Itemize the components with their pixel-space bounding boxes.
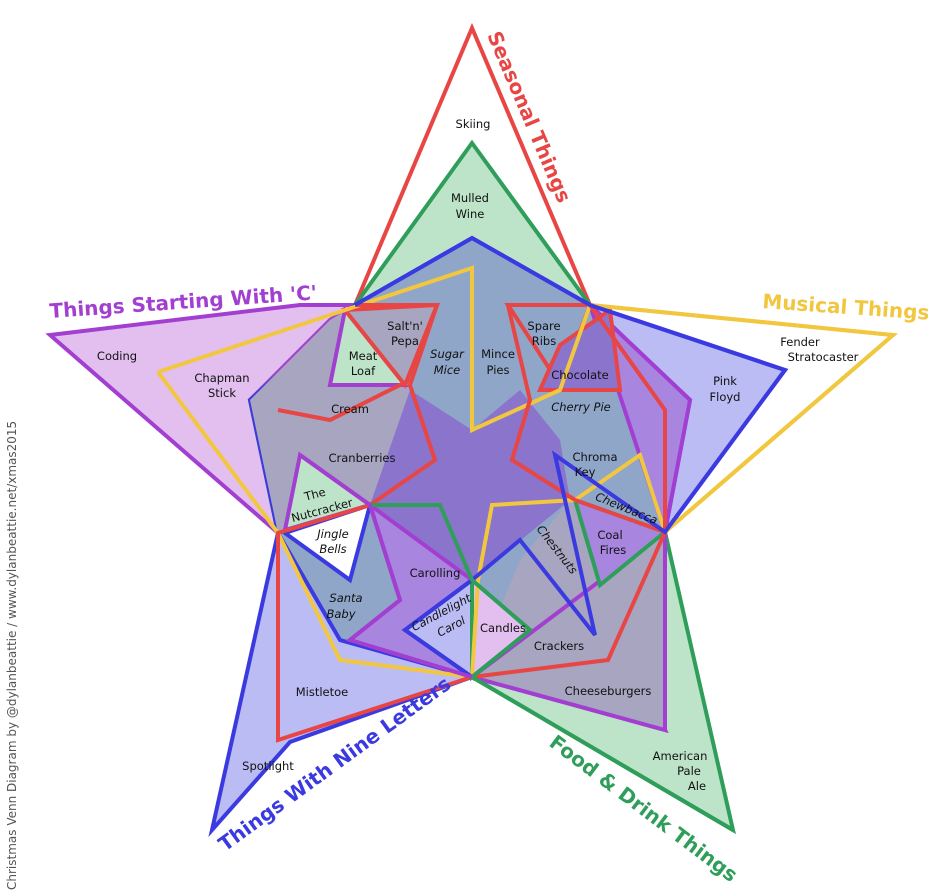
label-chromakey-2: Key	[575, 465, 596, 479]
label-sugarmice-2: Mice	[434, 363, 461, 377]
label-jinglebells-1: Jingle	[315, 527, 348, 541]
label-meatloaf-2: Loaf	[351, 364, 376, 378]
label-pinkfloyd-2: Floyd	[710, 390, 741, 404]
food-line-inner	[370, 503, 735, 832]
label-carolling: Carolling	[410, 566, 461, 580]
label-ale-1: American	[653, 749, 708, 763]
musical-line-top	[157, 265, 898, 534]
chocolate-region	[536, 306, 623, 392]
label-meatloaf-1: Meat	[349, 349, 378, 363]
label-mistletoe: Mistletoe	[296, 685, 349, 699]
label-mincepies-2: Pies	[487, 363, 510, 377]
label-coding: Coding	[97, 349, 137, 363]
label-saltnpepa-2: Pepa	[391, 334, 419, 348]
label-nutcracker-1: The	[302, 485, 327, 504]
label-santababy-2: Baby	[326, 607, 355, 621]
label-cherrypie: Cherry Pie	[551, 400, 611, 414]
label-fender-1: Fender	[780, 335, 820, 349]
title-musical: Musical Things	[762, 289, 931, 325]
label-santababy-1: Santa	[329, 591, 362, 605]
label-jinglebells-2: Bells	[319, 542, 346, 556]
label-chocolate: Chocolate	[551, 368, 609, 382]
label-ale-2: Pale	[677, 764, 701, 778]
label-chapman-2: Stick	[208, 386, 236, 400]
label-cream: Cream	[331, 402, 369, 416]
label-cheeseburgers: Cheeseburgers	[565, 684, 652, 698]
label-cranberries: Cranberries	[329, 451, 396, 465]
label-fender-2: Stratocaster	[788, 350, 859, 364]
label-crackers: Crackers	[534, 639, 584, 653]
label-pinkfloyd-1: Pink	[713, 374, 737, 388]
musical-line-out	[156, 370, 280, 535]
label-ale-3: Ale	[688, 779, 706, 793]
label-spotlight: Spotlight	[242, 759, 294, 773]
c-line-inner	[298, 453, 473, 679]
label-skiing: Skiing	[456, 117, 491, 131]
label-mincepies-1: Mince	[481, 347, 515, 361]
label-sugarmice-1: Sugar	[430, 347, 465, 361]
label-coalfires-1: Coal	[597, 528, 622, 542]
label-mulled-2: Wine	[456, 207, 485, 221]
seasonal-line-right	[506, 303, 667, 535]
seasonal-line-left	[276, 303, 667, 743]
label-saltnpepa-1: Salt'n'	[387, 319, 423, 333]
nine-line-core	[354, 235, 789, 679]
label-mulled-1: Mulled	[451, 191, 489, 205]
label-chromakey-1: Chroma	[572, 450, 617, 464]
label-spareribs-2: Ribs	[532, 334, 556, 348]
musical-line-left	[276, 451, 667, 680]
credit-text: Christmas Venn Diagram by @dylanbeattie …	[5, 421, 19, 890]
seasonal-line-mid	[277, 378, 411, 423]
saltnpepa-region	[341, 302, 441, 389]
label-chapman-1: Chapman	[194, 371, 249, 385]
label-coalfires-2: Fires	[600, 543, 627, 557]
label-spareribs-1: Spare	[527, 319, 560, 333]
label-candles: Candles	[480, 621, 526, 635]
